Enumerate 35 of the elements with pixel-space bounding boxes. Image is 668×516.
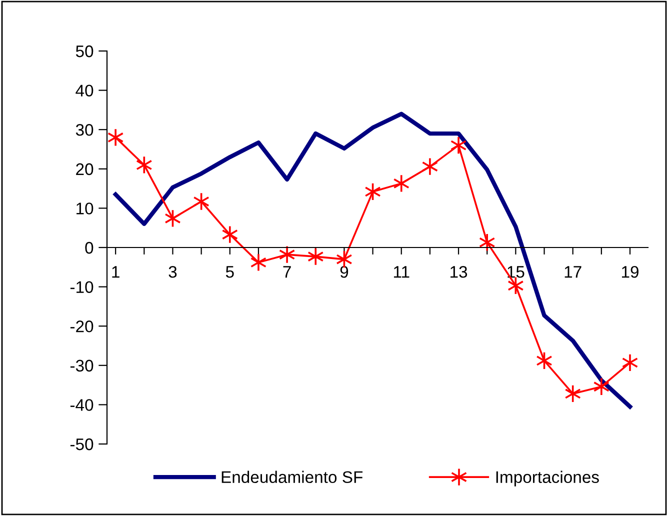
- y-tick-label: -10: [70, 281, 94, 294]
- y-tick-label: -20: [70, 320, 94, 332]
- point: [393, 174, 410, 193]
- legend-label: Importaciones: [496, 470, 599, 486]
- point: [422, 157, 438, 176]
- point: [622, 353, 638, 372]
- x-tick-label: 7: [283, 266, 291, 278]
- point: [593, 377, 610, 396]
- point: [478, 233, 496, 252]
- point: [278, 245, 296, 264]
- y-tick-label: 20: [76, 163, 94, 176]
- y-tick-label: 0: [85, 242, 94, 254]
- point: [222, 225, 238, 244]
- y-tick-label: 30: [76, 124, 94, 136]
- x-tick-label: 19: [622, 266, 638, 278]
- x-tick-label: 15: [508, 266, 524, 278]
- x-tick-label: 3: [168, 266, 177, 278]
- point: [136, 156, 152, 174]
- y-tick-label: 40: [76, 84, 94, 97]
- point: [450, 136, 467, 155]
- y-tick-label: -50: [70, 438, 94, 450]
- x-tick-label: 13: [450, 266, 468, 278]
- x-tick-label: 17: [564, 266, 582, 278]
- legend-label: Endeudamiento SF: [222, 470, 363, 484]
- x-tick-label: 5: [226, 266, 234, 278]
- y-tick-label: 10: [76, 202, 94, 214]
- point: [107, 128, 124, 147]
- x-tick-label: 11: [394, 266, 410, 278]
- x-tick-label: 1: [112, 266, 120, 278]
- x-tick-label: 9: [340, 266, 348, 278]
- y-tick-label: -30: [70, 360, 94, 372]
- point: [308, 247, 324, 266]
- y-tick-label: 50: [76, 45, 94, 58]
- y-tick-label: -40: [70, 399, 94, 411]
- point: [250, 253, 267, 272]
